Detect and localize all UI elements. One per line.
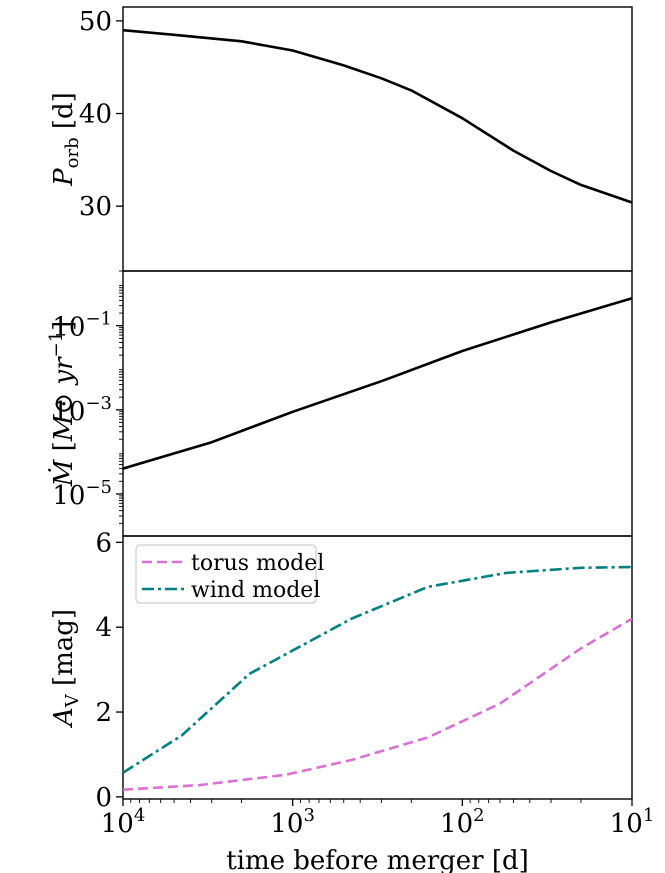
y-tick-label-exp: −5 xyxy=(85,477,112,498)
x-tick-label-base: 10 xyxy=(270,809,303,839)
y-tick-label: 50 xyxy=(79,7,112,37)
y-label-symbol: A xyxy=(49,707,79,728)
panel-bottom: 0 2 4 6 time before merger [d] AV [mag] torus … xyxy=(49,528,633,873)
legend-label: wind model xyxy=(191,578,320,603)
y-label-unit: M⊙ yr xyxy=(49,356,79,442)
x-tick-label-exp: 1 xyxy=(643,805,654,826)
y-label-subscript: V xyxy=(62,693,83,708)
x-tick-label-exp: 2 xyxy=(473,805,484,826)
y-label-bracket: [ xyxy=(49,441,79,459)
y-label-exponent: −1 xyxy=(46,331,67,358)
y-tick-label-base: 10 xyxy=(52,313,85,343)
y-tick-label: 10−3 xyxy=(52,393,112,427)
y-label-unit: [mag] xyxy=(49,609,79,694)
y-label-bracket-close: ] xyxy=(49,321,79,331)
x-tick-label-base: 10 xyxy=(101,809,134,839)
series-line-wind-model xyxy=(122,565,633,774)
x-tick-label-exp: 3 xyxy=(303,805,314,826)
y-axis-label: Ṁ [M⊙ yr−1] xyxy=(46,321,79,488)
y-tick-label: 10−5 xyxy=(52,477,112,511)
y-tick-label-exp: −3 xyxy=(85,393,112,414)
y-tick-label: 10−1 xyxy=(52,309,112,343)
y-tick-label: 6 xyxy=(95,528,112,558)
y-tick-label-base: 10 xyxy=(52,481,85,511)
y-tick-label: 4 xyxy=(95,613,112,643)
x-tick-label-base: 10 xyxy=(440,809,473,839)
y-label-subscript: orb xyxy=(62,137,83,168)
series-line-middle-0 xyxy=(122,296,633,470)
y-tick-label: 30 xyxy=(79,192,112,222)
x-tick-label-base: 10 xyxy=(610,809,643,839)
y-tick-label: 2 xyxy=(95,698,112,728)
y-axis-label: Porb [d] xyxy=(49,92,83,187)
x-tick-label: 104 xyxy=(101,805,146,839)
y-tick-label: 0 xyxy=(95,783,112,813)
panel-top: 30 40 50 Porb [d] xyxy=(49,6,633,272)
series-line-torus-model xyxy=(122,617,633,791)
x-tick-label: 102 xyxy=(440,805,485,839)
series-line-top-0 xyxy=(122,28,633,204)
y-axis-label: AV [mag] xyxy=(49,609,83,728)
x-tick-label: 103 xyxy=(270,805,315,839)
y-label-unit: [d] xyxy=(49,92,79,137)
y-label-symbol: P xyxy=(49,168,79,187)
y-tick-label-exp: −1 xyxy=(85,309,112,330)
y-label-symbol: Ṁ xyxy=(48,458,79,487)
x-tick-label: 101 xyxy=(610,805,655,839)
y-tick-label-base: 10 xyxy=(52,397,85,427)
legend-label: torus model xyxy=(191,551,324,576)
y-tick-label: 40 xyxy=(79,100,112,130)
x-tick-label-exp: 4 xyxy=(134,805,145,826)
x-axis-label: time before merger [d] xyxy=(226,846,529,873)
panel-bottom-frame xyxy=(122,535,633,800)
